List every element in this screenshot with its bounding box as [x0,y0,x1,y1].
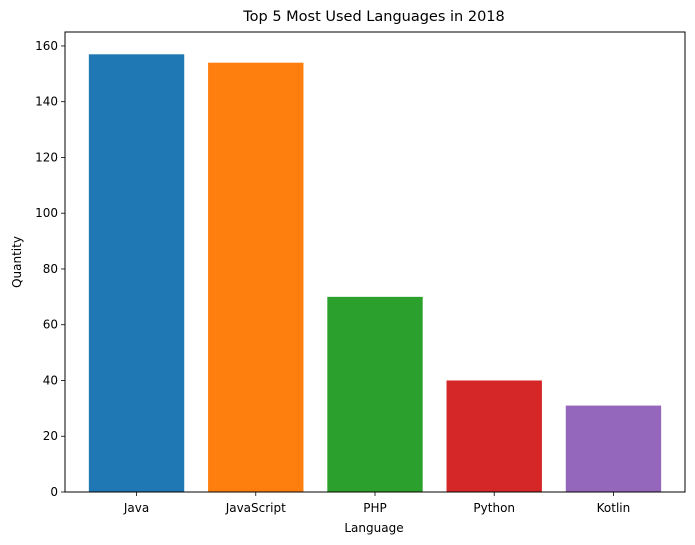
x-tick-label: JavaScript [225,501,286,515]
bar-javascript [208,62,304,493]
y-axis-label: Quantity [10,236,24,288]
y-tick-label: 0 [50,485,58,499]
bar-php [327,296,423,492]
bars-layer [88,54,662,493]
x-tick-label: Kotlin [597,501,631,515]
y-tick-label: 120 [35,150,58,164]
y-tick-label: 100 [35,206,58,220]
x-axis-label: Language [344,521,403,535]
bar-python [446,380,542,492]
chart-title: Top 5 Most Used Languages in 2018 [242,9,505,25]
y-tick-label: 160 [35,39,58,53]
y-tick-label: 140 [35,95,58,109]
bar-java [88,54,185,493]
y-tick-label: 20 [43,429,58,443]
y-tick-label: 80 [43,262,58,276]
plot-frame [64,31,686,493]
x-axis-ticks: Java JavaScript PHP Python Kotlin [123,492,630,515]
x-tick-label: Python [473,501,515,515]
x-tick-label: PHP [363,501,387,515]
x-tick-label: Java [123,501,149,515]
y-tick-label: 60 [43,318,58,332]
y-tick-label: 40 [43,373,58,387]
y-axis-ticks: 0 20 40 60 80 100 120 140 160 [35,39,65,499]
bar-kotlin [565,405,662,492]
